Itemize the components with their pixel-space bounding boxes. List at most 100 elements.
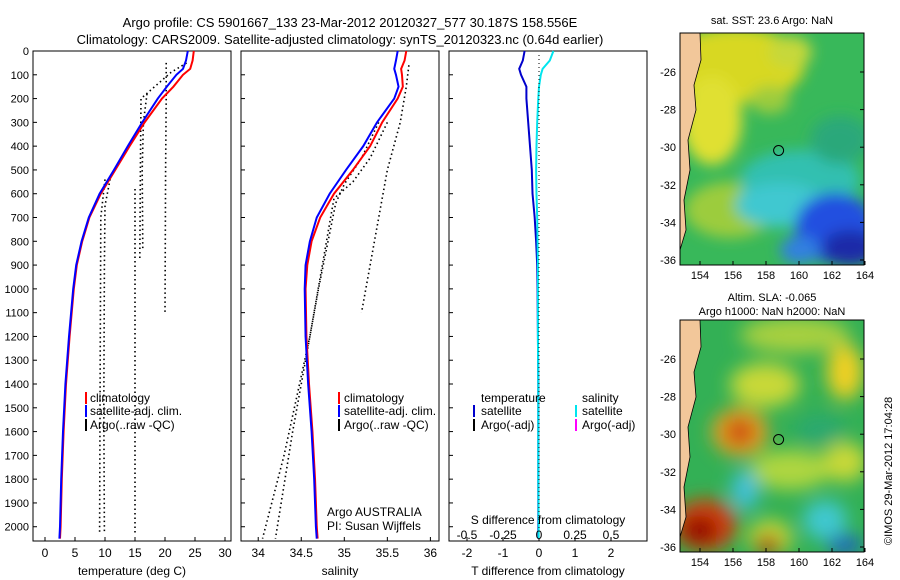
x-tick-label: 25 bbox=[188, 546, 202, 560]
sla-map-title: Altim. SLA: -0.065 bbox=[728, 292, 817, 304]
x-tick-label: 35 bbox=[338, 546, 352, 560]
map-y-tick-label: -26 bbox=[660, 67, 676, 79]
x-tick-label: 2 bbox=[608, 546, 615, 560]
sst-field bbox=[680, 33, 864, 265]
salinity-xlabel: salinity bbox=[322, 564, 359, 578]
x-tick-label: 15 bbox=[128, 546, 142, 560]
temperature-xlabel: temperature (deg C) bbox=[78, 564, 186, 578]
map-y-tick-label: -32 bbox=[660, 180, 676, 192]
depth-axis: 0 100 200 300 400 500 600 700 800 900 1000 1100 1200… bbox=[5, 46, 453, 534]
s-tick-label: 0.25 bbox=[563, 528, 587, 542]
x-tick-label: -1 bbox=[498, 546, 509, 560]
argo-agency: Argo AUSTRALIA bbox=[327, 505, 422, 519]
argo-position-marker bbox=[773, 434, 785, 445]
x-tick-label: 10 bbox=[98, 546, 112, 560]
argo-pi: PI: Susan Wijffels bbox=[327, 519, 421, 533]
depth-tick-label: 300 bbox=[11, 117, 29, 129]
depth-tick-label: 1300 bbox=[5, 355, 29, 367]
map-x-tick-label: 162 bbox=[823, 557, 841, 569]
s-tick-label: -0.5 bbox=[457, 528, 478, 542]
sla-map: Altim. SLA: -0.065 Argo h1000: NaN h2000… bbox=[660, 292, 874, 569]
map-x-tick-label: 158 bbox=[757, 557, 775, 569]
series-line-a bbox=[304, 50, 408, 539]
sst-map-title: sat. SST: 23.6 Argo: NaN bbox=[711, 15, 833, 27]
depth-tick-label: 100 bbox=[11, 70, 29, 82]
depth-tick-label: 1000 bbox=[5, 284, 29, 296]
legend-argo-label: Argo(..raw -QC) bbox=[90, 418, 175, 432]
map-y-tick-label: -36 bbox=[660, 542, 676, 554]
map-x-tick-label: 154 bbox=[691, 270, 709, 282]
argo-profile-line bbox=[98, 179, 106, 534]
argo-profile-line bbox=[102, 174, 112, 534]
argo-profile-line bbox=[141, 93, 148, 251]
map-x-tick-label: 156 bbox=[724, 557, 742, 569]
legend-clim-label: climatology bbox=[344, 391, 404, 405]
x-tick-label: 0 bbox=[536, 546, 543, 560]
legend-clim-label: climatology bbox=[90, 391, 150, 405]
sla-map-subtitle: Argo h1000: NaN h2000: NaN bbox=[699, 306, 846, 318]
depth-tick-label: 1100 bbox=[5, 308, 29, 320]
sst-map: sat. SST: 23.6 Argo: NaN 154 156 158 160 162… bbox=[660, 15, 874, 282]
legend-argo-label: Argo(..raw -QC) bbox=[344, 418, 429, 432]
sst-map-ticks: 154 156 158 160 162 164 -26 -28 -30 -32 -34 -36 bbox=[660, 67, 874, 282]
difference-axes bbox=[448, 50, 648, 542]
series-line-b bbox=[58, 50, 189, 539]
sla-field bbox=[680, 320, 864, 552]
x-tick-label: 36 bbox=[424, 546, 438, 560]
map-y-tick-label: -30 bbox=[660, 429, 676, 441]
depth-tick-label: 1500 bbox=[5, 403, 29, 415]
argo-profile-line bbox=[164, 62, 167, 313]
x-tick-label: -2 bbox=[462, 546, 473, 560]
map-y-tick-label: -32 bbox=[660, 467, 676, 479]
x-tick-label: 20 bbox=[158, 546, 172, 560]
x-tick-label: 34.5 bbox=[290, 546, 314, 560]
x-tick-label: 1 bbox=[572, 546, 579, 560]
series-line-b bbox=[303, 50, 400, 539]
difference-legend: temperature salinity satellite Argo(-adj… bbox=[471, 391, 636, 527]
depth-tick-label: 900 bbox=[11, 260, 29, 272]
depth-tick-label: 1900 bbox=[5, 498, 29, 510]
series-line-a bbox=[59, 50, 195, 539]
s-tick-label: 0.5 bbox=[603, 528, 620, 542]
depth-tick-label: 1800 bbox=[5, 474, 29, 486]
s-tick-label: -0.25 bbox=[489, 528, 517, 542]
depth-tick-label: 800 bbox=[11, 236, 29, 248]
figure-title-line2: Climatology: CARS2009. Satellite-adjuste… bbox=[77, 32, 604, 47]
depth-tick-label: 1700 bbox=[5, 450, 29, 462]
depth-tick-label: 1600 bbox=[5, 427, 29, 439]
depth-tick-label: 200 bbox=[11, 94, 29, 106]
map-y-tick-label: -36 bbox=[660, 255, 676, 267]
map-y-tick-label: -30 bbox=[660, 142, 676, 154]
temperature-axes bbox=[32, 50, 232, 542]
argo-position-marker bbox=[773, 145, 785, 156]
series-line-b bbox=[535, 50, 555, 539]
depth-tick-label: 500 bbox=[11, 165, 29, 177]
imos-footer: ©IMOS 29-Mar-2012 17:04:28 bbox=[883, 397, 895, 545]
x-tick-label: 35.5 bbox=[376, 546, 400, 560]
x-tick-label: 34 bbox=[252, 546, 266, 560]
legend-salinity-header: salinity bbox=[582, 391, 619, 405]
map-x-tick-label: 164 bbox=[856, 557, 874, 569]
argo-profile-line bbox=[261, 122, 389, 539]
map-x-tick-label: 162 bbox=[823, 270, 841, 282]
difference-xlabel: T difference from climatology bbox=[471, 564, 625, 578]
depth-tick-label: 1200 bbox=[5, 331, 29, 343]
legend-s-argo-label: Argo(-adj) bbox=[582, 418, 635, 432]
map-x-tick-label: 154 bbox=[691, 557, 709, 569]
difference-plot: -2 -1 0 1 2 -0.5 -0.25 0 0.25 0.5 bbox=[457, 50, 620, 560]
depth-tick-label: 1400 bbox=[5, 379, 29, 391]
s-tick-label: 0 bbox=[536, 528, 543, 542]
depth-tick-label: 2000 bbox=[5, 522, 29, 534]
x-tick-label: 0 bbox=[42, 546, 49, 560]
argo-profile-line bbox=[360, 65, 410, 313]
legend-t-argo-label: Argo(-adj) bbox=[481, 418, 534, 432]
map-y-tick-label: -26 bbox=[660, 354, 676, 366]
map-x-tick-label: 160 bbox=[790, 270, 808, 282]
map-y-tick-label: -28 bbox=[660, 105, 676, 117]
sla-map-ticks: 154 156 158 160 162 164 -26 -28 -30 -32 -34 -36 bbox=[660, 354, 874, 569]
depth-tick-label: 700 bbox=[11, 213, 29, 225]
map-y-tick-label: -34 bbox=[660, 504, 676, 516]
temperature-plot: 0 5 10 15 20 25 30 bbox=[42, 50, 232, 560]
salinity-legend: climatology satellite-adj. clim. Argo(..… bbox=[327, 391, 436, 533]
